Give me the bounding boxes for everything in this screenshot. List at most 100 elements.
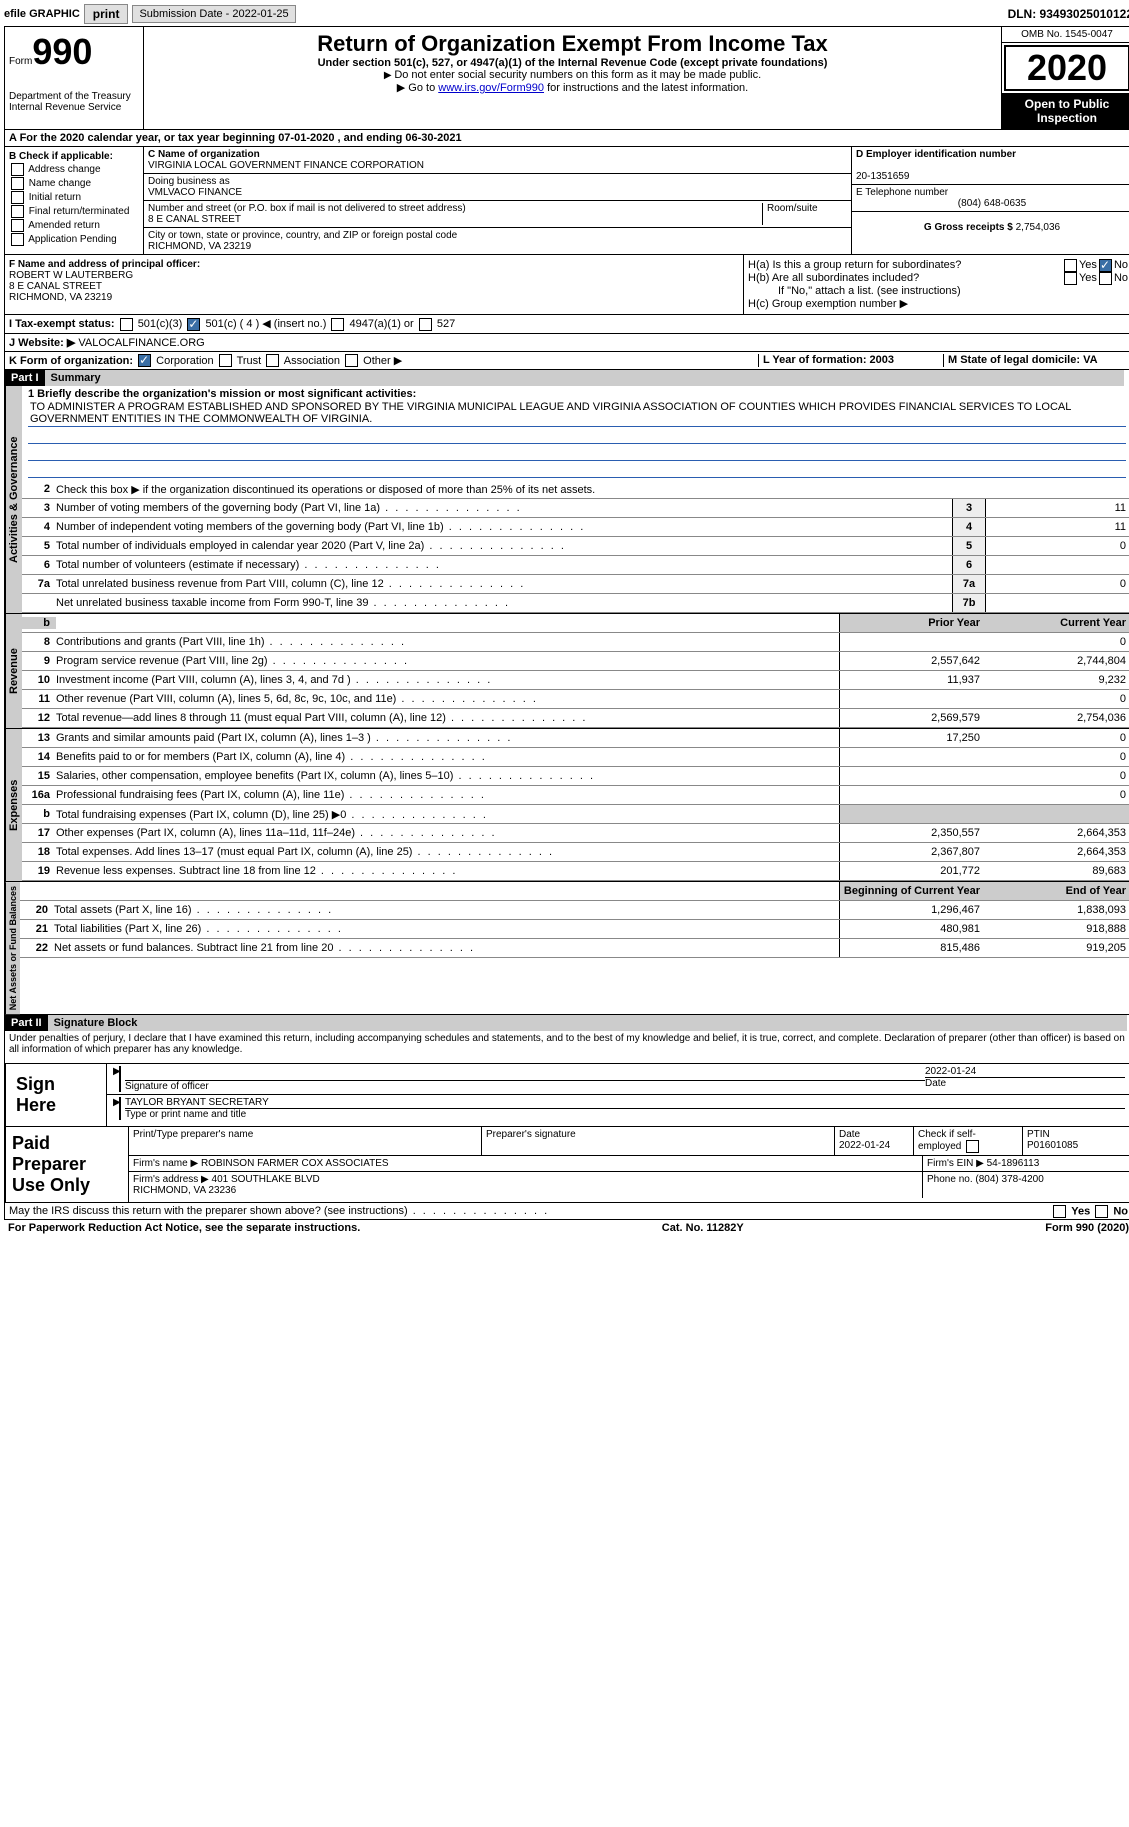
prior-value: 11,937	[839, 671, 986, 689]
prior-value	[839, 767, 986, 785]
line-m: M State of legal domicile: VA	[943, 354, 1128, 368]
sig-officer-label: Signature of officer	[125, 1081, 209, 1092]
ein-value: 20-1351659	[856, 171, 909, 182]
hb-note: If "No," attach a list. (see instruction…	[748, 285, 1128, 297]
check-other[interactable]	[345, 354, 358, 367]
ein-label: D Employer identification number	[856, 149, 1016, 160]
check-name[interactable]	[11, 177, 24, 190]
open-inspection: Open to Public Inspection	[1002, 93, 1129, 129]
check-address[interactable]	[11, 163, 24, 176]
current-value: 919,205	[986, 939, 1129, 957]
check-4947[interactable]	[331, 318, 344, 331]
current-value: 1,838,093	[986, 901, 1129, 919]
part1-title: Summary	[45, 370, 1124, 386]
note-link: ▶ Go to www.irs.gov/Form990 for instruct…	[148, 81, 997, 94]
line-value: 11	[986, 518, 1129, 536]
line-l: L Year of formation: 2003	[758, 354, 943, 368]
line-i-label: I Tax-exempt status:	[9, 318, 115, 330]
current-value: 89,683	[986, 862, 1129, 880]
line-text: Grants and similar amounts paid (Part IX…	[56, 732, 839, 744]
line-text: Other expenses (Part IX, column (A), lin…	[56, 827, 839, 839]
discuss-yes[interactable]	[1053, 1205, 1066, 1218]
line-text: Other revenue (Part VIII, column (A), li…	[56, 693, 839, 705]
line-value: 0	[986, 575, 1129, 593]
type-label: Type or print name and title	[125, 1109, 246, 1120]
dln: DLN: 93493025010122	[1008, 7, 1129, 21]
line-k-label: K Form of organization:	[9, 355, 133, 367]
prior-value: 17,250	[839, 729, 986, 747]
check-initial[interactable]	[11, 191, 24, 204]
officer-label: F Name and address of principal officer:	[9, 259, 200, 270]
sig-date: 2022-01-24	[925, 1066, 1125, 1078]
prior-value: 2,350,557	[839, 824, 986, 842]
officer-addr1: 8 E CANAL STREET	[9, 281, 102, 292]
current-value: 0	[986, 786, 1129, 804]
line-text: Salaries, other compensation, employee b…	[56, 770, 839, 782]
sign-here-label: Sign Here	[6, 1064, 107, 1126]
line-text: Revenue less expenses. Subtract line 18 …	[56, 865, 839, 877]
line-text: Total fundraising expenses (Part IX, col…	[56, 808, 839, 821]
dept-label: Department of the Treasury Internal Reve…	[9, 91, 139, 113]
current-value: 0	[986, 729, 1129, 747]
line-j-label: J Website: ▶	[9, 337, 75, 349]
check-corp[interactable]	[138, 354, 151, 367]
prior-value	[839, 805, 986, 823]
line-text: Total expenses. Add lines 13–17 (must eq…	[56, 846, 839, 858]
line-box: 7b	[952, 594, 986, 612]
line-text: Program service revenue (Part VIII, line…	[56, 655, 839, 667]
check-amended[interactable]	[11, 219, 24, 232]
prior-value: 480,981	[839, 920, 986, 938]
line-text: Total number of individuals employed in …	[56, 540, 952, 552]
phone-value: (804) 648-0635	[856, 198, 1128, 209]
line-text: Investment income (Part VIII, column (A)…	[56, 674, 839, 686]
part1-hdr: Part I	[5, 370, 45, 386]
hb-yes[interactable]	[1064, 272, 1077, 285]
line-text: Total liabilities (Part X, line 26)	[54, 923, 839, 935]
check-self-employed[interactable]	[966, 1140, 979, 1153]
line-box: 6	[952, 556, 986, 574]
phone-label: E Telephone number	[856, 187, 948, 198]
check-trust[interactable]	[219, 354, 232, 367]
line-text: Number of independent voting members of …	[56, 521, 952, 533]
line-box: 3	[952, 499, 986, 517]
check-527[interactable]	[419, 318, 432, 331]
prep-date: 2022-01-24	[839, 1140, 890, 1151]
line-text: Contributions and grants (Part VIII, lin…	[56, 636, 839, 648]
print-button[interactable]: print	[84, 4, 129, 24]
check-501c[interactable]	[187, 318, 200, 331]
org-name: VIRGINIA LOCAL GOVERNMENT FINANCE CORPOR…	[148, 160, 424, 171]
submission-date: Submission Date - 2022-01-25	[132, 5, 295, 23]
efile-label: efile GRAPHIC	[4, 8, 80, 20]
end-hdr: End of Year	[986, 882, 1129, 900]
prior-value: 2,569,579	[839, 709, 986, 727]
line-value: 11	[986, 499, 1129, 517]
current-value: 2,664,353	[986, 824, 1129, 842]
current-hdr: Current Year	[986, 614, 1129, 632]
line-a: A For the 2020 calendar year, or tax yea…	[5, 130, 1129, 147]
ptin: P01601085	[1027, 1140, 1078, 1151]
form-title: Return of Organization Exempt From Incom…	[148, 31, 997, 57]
form-footer: Form 990 (2020)	[1045, 1222, 1129, 1234]
line-box: 5	[952, 537, 986, 555]
tax-year: 2020	[1004, 45, 1129, 91]
org-name-label: C Name of organization	[148, 149, 260, 160]
website-value: VALOCALFINANCE.ORG	[78, 337, 204, 349]
room-label: Room/suite	[767, 203, 818, 214]
omb-number: OMB No. 1545-0047	[1002, 27, 1129, 43]
ha-yes[interactable]	[1064, 259, 1077, 272]
check-501c3[interactable]	[120, 318, 133, 331]
irs-link[interactable]: www.irs.gov/Form990	[438, 82, 544, 94]
check-final[interactable]	[11, 205, 24, 218]
side-governance: Activities & Governance	[5, 386, 22, 613]
prior-value	[839, 633, 986, 651]
line-value: 0	[986, 537, 1129, 555]
line-text: Total assets (Part X, line 16)	[54, 904, 839, 916]
pra-notice: For Paperwork Reduction Act Notice, see …	[8, 1222, 360, 1234]
ha-no[interactable]	[1099, 259, 1112, 272]
discuss-no[interactable]	[1095, 1205, 1108, 1218]
form-subtitle: Under section 501(c), 527, or 4947(a)(1)…	[148, 57, 997, 69]
prior-value	[839, 748, 986, 766]
hb-no[interactable]	[1099, 272, 1112, 285]
check-pending[interactable]	[11, 233, 24, 246]
check-assoc[interactable]	[266, 354, 279, 367]
